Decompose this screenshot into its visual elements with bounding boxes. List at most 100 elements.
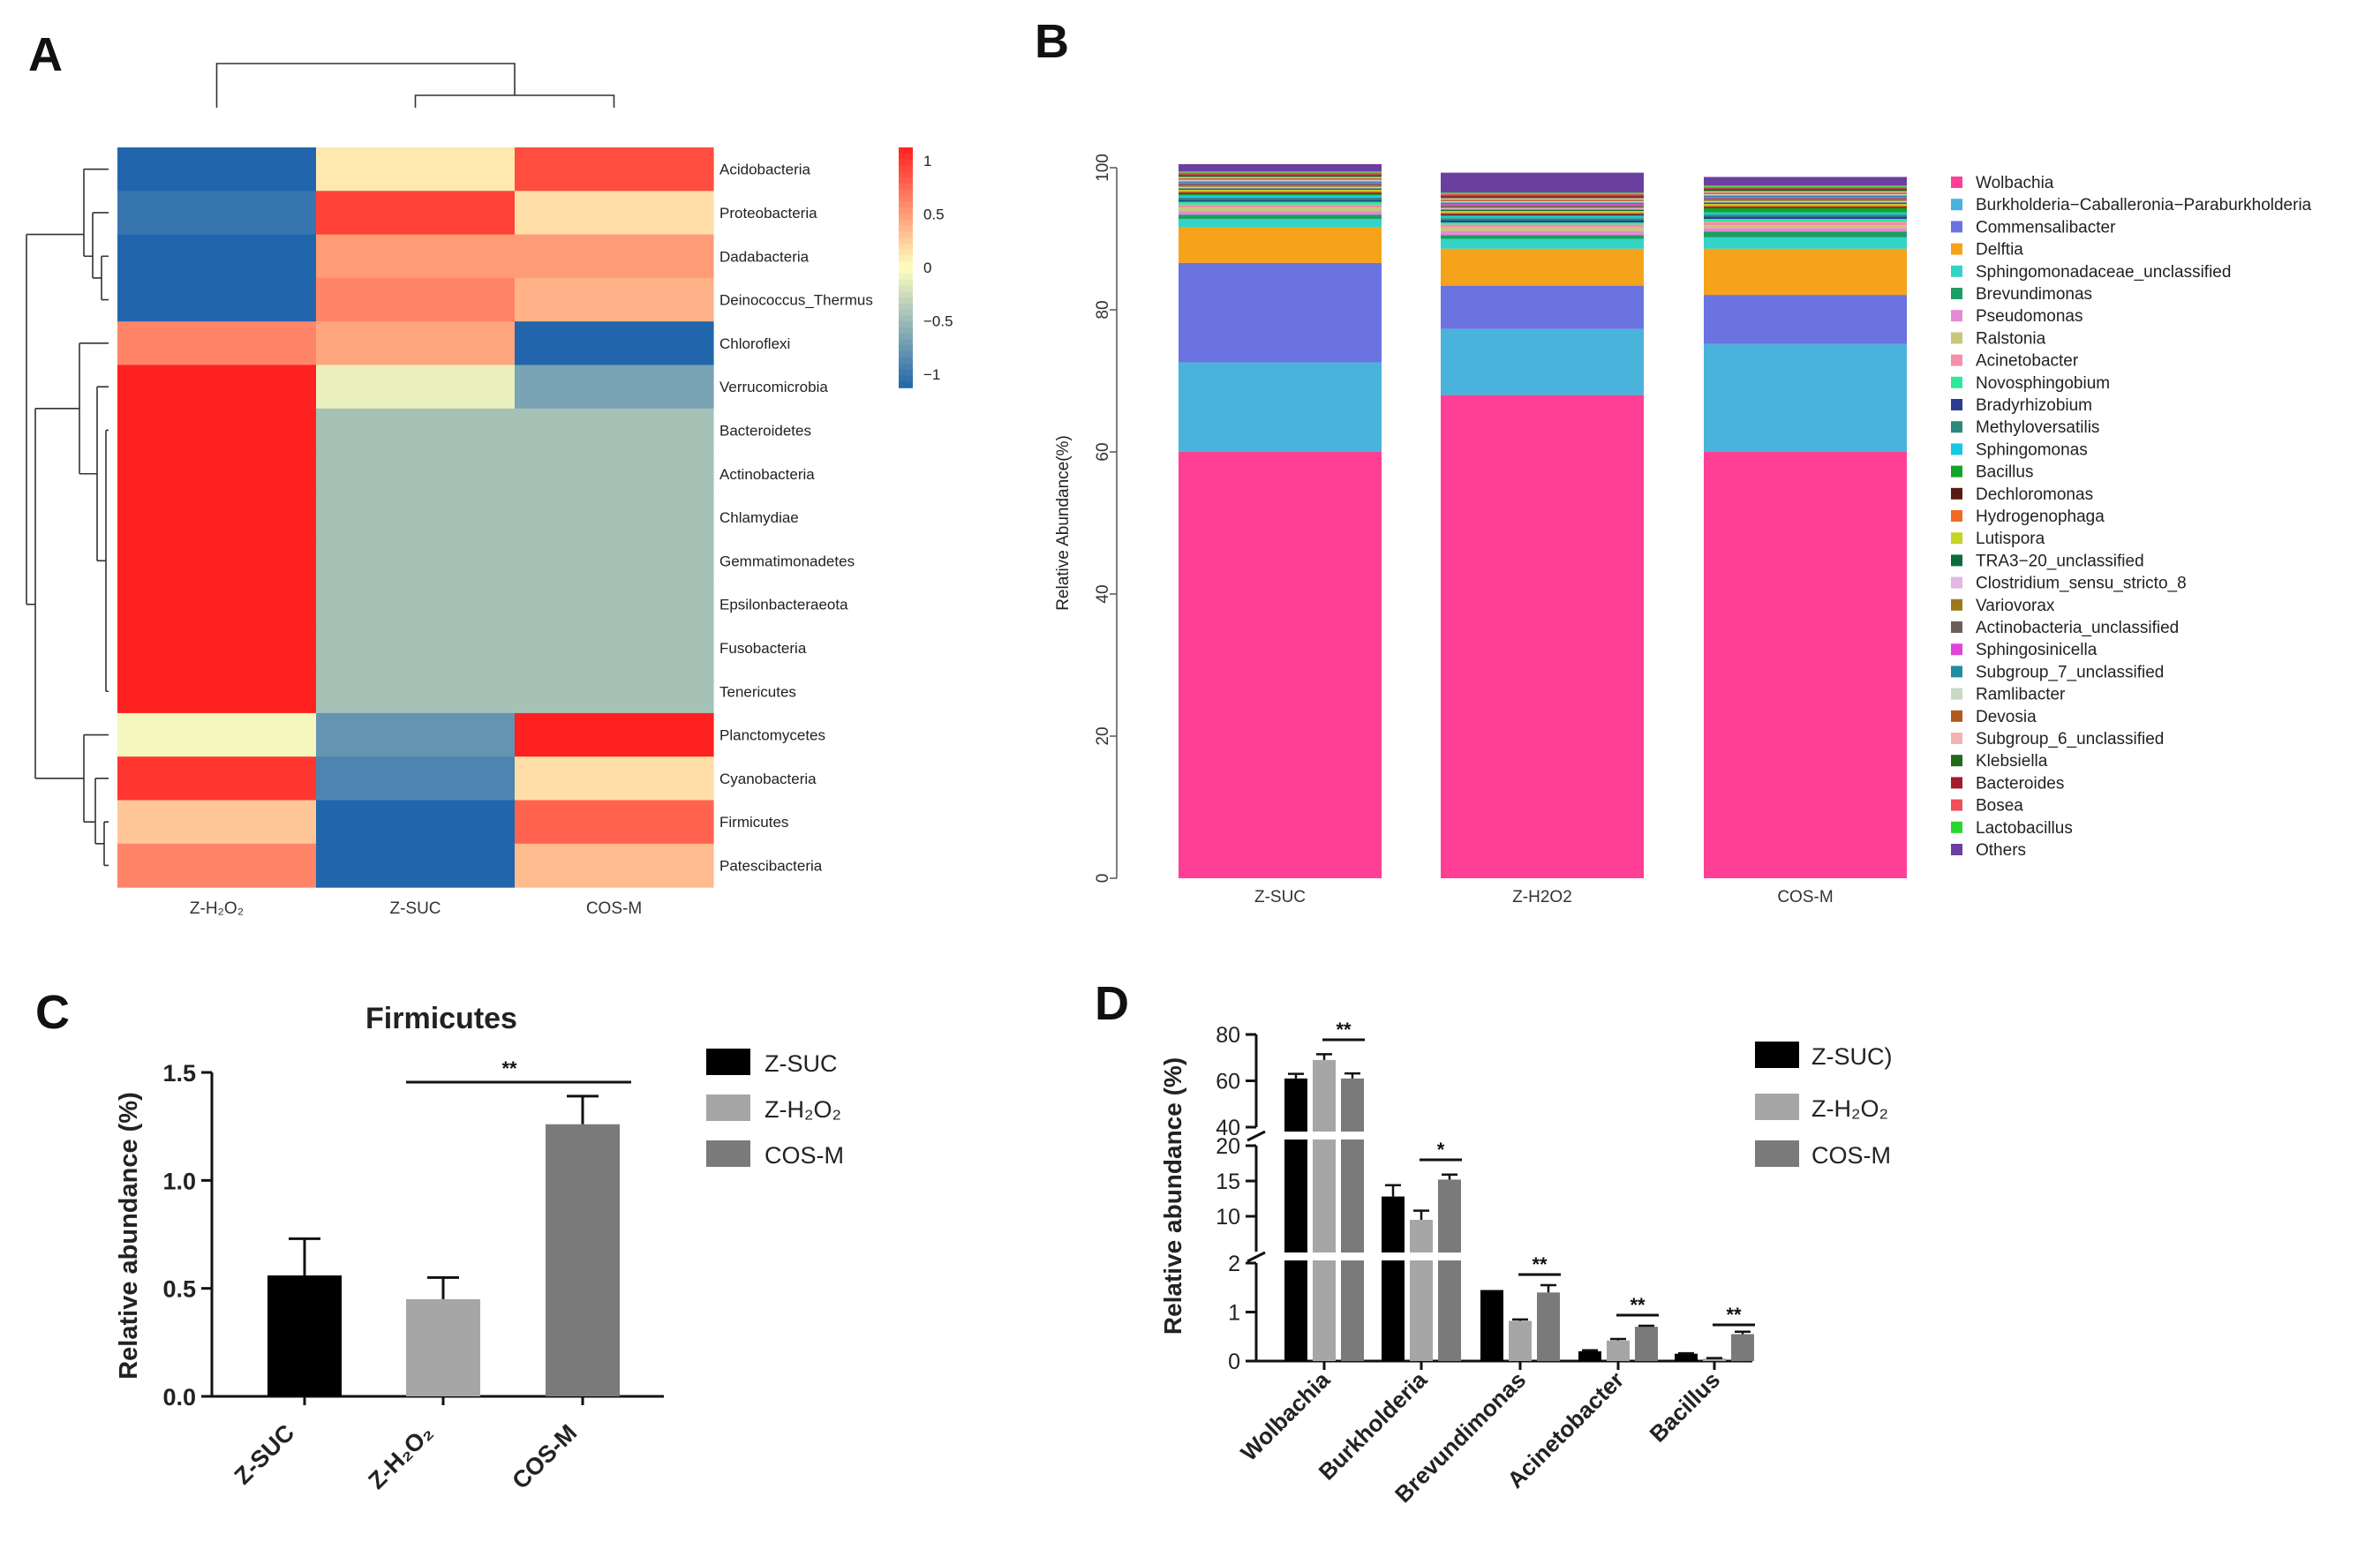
legend-swatch-bacillus xyxy=(1951,465,1962,478)
axis-break-gap xyxy=(1283,1132,1366,1140)
y-tick-label-20: 20 xyxy=(1094,726,1112,745)
bar-segment-cos-m-klebsiella xyxy=(1704,189,1907,192)
axis-break-gap xyxy=(1673,1132,1756,1140)
legend-swatch-delftia xyxy=(1951,243,1962,255)
axis-break-gap xyxy=(1380,1132,1463,1140)
legend-label-lutispora: Lutispora xyxy=(1976,530,2045,548)
heatmap-cell-cyanobacteria-2 xyxy=(316,756,516,801)
bar-segment-z-h2o2-burkholderia-caballeronia-paraburkholderia xyxy=(1441,328,1644,395)
colorbar-segment xyxy=(899,285,913,292)
legend-label-sphingosinicella: Sphingosinicella xyxy=(1976,641,2098,659)
legend-swatch-z-h-o xyxy=(1755,1094,1799,1120)
colorbar-segment xyxy=(899,249,913,257)
heatmap-cell-bacteroidetes-1 xyxy=(117,408,317,453)
y-tick-label: 1.5 xyxy=(162,1060,196,1087)
heatmap-cell-patescibacteria-3 xyxy=(515,843,714,888)
heatmap-cell-bacteroidetes-2 xyxy=(316,408,516,453)
row-label-planctomycetes: Planctomycetes xyxy=(719,727,825,744)
panel-label-d: D xyxy=(1095,977,1129,1030)
row-label-chlamydiae: Chlamydiae xyxy=(719,509,799,526)
heatmap-cell-tenericutes-3 xyxy=(515,669,714,714)
bar-segment-z-h2o2-others xyxy=(1441,172,1644,193)
heatmap-cell-chlamydiae-2 xyxy=(316,495,516,540)
heatmap-cell-actinobacteria-3 xyxy=(515,452,714,496)
bar-segment-z-h2o2-wolbachia xyxy=(1441,395,1644,879)
legend-label-wolbachia: Wolbachia xyxy=(1976,174,2054,192)
legend-swatch-commensalibacter xyxy=(1951,221,1962,233)
colorbar-tick-3: 0 xyxy=(923,260,931,276)
legend-label-delftia: Delftia xyxy=(1976,241,2023,260)
heatmap-cell-fusobacteria-1 xyxy=(117,626,317,671)
bar-segment-z-h2o2-bosea xyxy=(1441,193,1644,196)
colorbar-segment xyxy=(899,339,913,347)
legend-swatch-ramlibacter xyxy=(1951,688,1962,700)
axis-break-mark-2 xyxy=(1246,1130,1266,1142)
colorbar-segment xyxy=(899,375,913,382)
bar-segment-cos-m-sphingomonadaceae-unclassified xyxy=(1704,237,1907,249)
legend-swatch-sphingomonas xyxy=(1951,443,1962,455)
heatmap-cell-acidobacteria-1 xyxy=(117,147,317,192)
bar-segment-z-suc-clostridium-sensu-stricto-8 xyxy=(1179,186,1382,189)
legend-swatch-pseudomonas xyxy=(1951,310,1962,322)
bar-segment-z-h2o2-clostridium-sensu-stricto-8 xyxy=(1441,207,1644,210)
x-tick-label-z-h2o2: Z-H₂O₂ xyxy=(363,1419,438,1494)
row-label-tenericutes: Tenericutes xyxy=(719,683,796,700)
bar-segment-z-suc-brevundimonas xyxy=(1179,214,1382,219)
legend-label-commensalibacter: Commensalibacter xyxy=(1976,218,2116,237)
heatmap-cell-planctomycetes-1 xyxy=(117,712,317,757)
y-tick-label: 15 xyxy=(1216,1170,1240,1194)
bar-z-suc xyxy=(267,1275,342,1396)
bar-segment-z-h2o2-ramlibacter xyxy=(1441,200,1644,203)
heatmap-panel: Acidobacteria Proteobacteria Dadabacteria D… xyxy=(26,63,953,918)
y-tick-label: 10 xyxy=(1216,1205,1240,1230)
column-label-cos-m: COS-M xyxy=(586,899,642,918)
legend-swatch-others xyxy=(1951,844,1962,855)
heatmap-cell-acidobacteria-3 xyxy=(515,147,714,192)
y-tick-label: 0.0 xyxy=(162,1384,196,1410)
legend-label-sphingomonadaceae-unclassified: Sphingomonadaceae_unclassified xyxy=(1976,263,2231,282)
axis-break-gap xyxy=(1577,1252,1660,1260)
legend-label-z-suc: Z-SUC) xyxy=(1811,1043,1892,1070)
bar-segment-z-suc-pseudomonas xyxy=(1179,211,1382,215)
heatmap-cell-gemmatimonadetes-3 xyxy=(515,538,714,583)
legend-swatch-wolbachia xyxy=(1951,177,1962,188)
heatmap-cell-dadabacteria-1 xyxy=(117,234,317,279)
axis-break-gap xyxy=(1380,1252,1463,1260)
heatmap-cell-chlamydiae-1 xyxy=(117,495,317,540)
colorbar-segment xyxy=(899,153,913,161)
legend-label-lactobacillus: Lactobacillus xyxy=(1976,819,2073,838)
legend-label-variovorax: Variovorax xyxy=(1976,597,2055,615)
colorbar-segment xyxy=(899,189,913,197)
heatmap-cell-deinococcus-thermus-3 xyxy=(515,277,714,322)
bar-burkholderia-z-suc xyxy=(1382,1196,1405,1361)
bar-acinetobacter-z-h-o xyxy=(1607,1340,1630,1361)
colorbar-segment xyxy=(899,159,913,167)
legend-label-bradyrhizobium: Bradyrhizobium xyxy=(1976,396,2092,415)
legend-swatch-bradyrhizobium xyxy=(1951,399,1962,410)
bar-segment-z-suc-acinetobacter xyxy=(1179,204,1382,208)
bar-segment-z-h2o2-acinetobacter xyxy=(1441,224,1644,228)
legend-swatch-clostridium-sensu-stricto-8 xyxy=(1951,576,1962,589)
bar-segment-z-suc-dechloromonas xyxy=(1179,192,1382,194)
y-tick-label-0: 0 xyxy=(1094,874,1112,884)
bar-segment-cos-m-variovorax xyxy=(1704,199,1907,201)
bar-segment-z-suc-delftia xyxy=(1179,227,1382,263)
legend-label-burkholderia-caballeronia-paraburkholderia: Burkholderia−Caballeronia−Paraburkholder… xyxy=(1976,196,2312,214)
legend-label-hydrogenophaga: Hydrogenophaga xyxy=(1976,508,2105,526)
legend-label-bacillus: Bacillus xyxy=(1976,463,2033,482)
legend-swatch-novosphingobium xyxy=(1951,376,1962,388)
legend-swatch-subgroup-6-unclassified xyxy=(1951,733,1962,744)
x-tick-label-bacillus: Bacillus xyxy=(1645,1366,1726,1448)
colorbar-segment xyxy=(899,261,913,268)
bar-bacillus-z-h-o xyxy=(1703,1358,1726,1361)
colorbar-segment xyxy=(899,171,913,178)
bar-segment-z-suc-others xyxy=(1179,163,1382,172)
legend-label-brevundimonas: Brevundimonas xyxy=(1976,285,2092,304)
bar-segment-cos-m-sphingosinicella xyxy=(1704,197,1907,199)
heatmap-cell-acidobacteria-2 xyxy=(316,147,516,192)
legend-swatch-cos-m xyxy=(706,1140,750,1167)
y-axis-title: Relative abundance (%) xyxy=(115,1092,143,1380)
legend-label-clostridium-sensu-stricto-8: Clostridium_sensu_stricto_8 xyxy=(1976,575,2187,593)
heatmap-cell-fusobacteria-2 xyxy=(316,626,516,671)
bar-segment-z-h2o2-bradyrhizobium xyxy=(1441,220,1644,222)
